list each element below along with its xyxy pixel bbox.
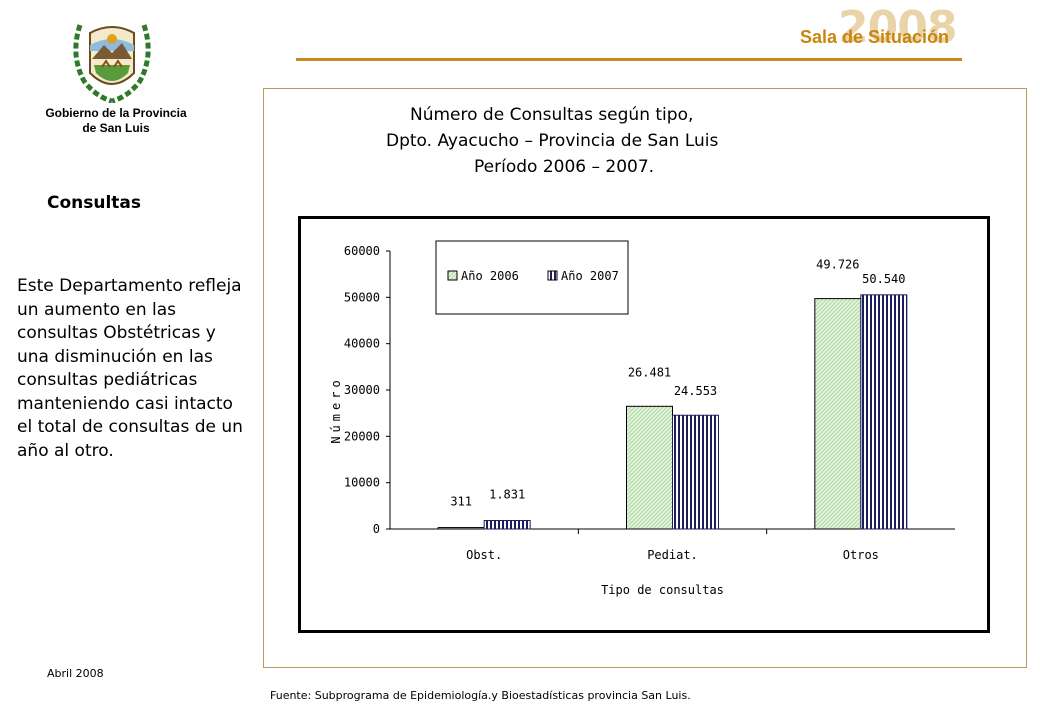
x-axis-title: Tipo de consultas (601, 583, 724, 597)
legend-label-2007: Año 2007 (561, 269, 619, 283)
chart-panel (263, 88, 1027, 668)
bar-2006-pediat (626, 405, 673, 530)
legend-swatch-2007 (547, 270, 558, 281)
government-name-line1: Gobierno de la Provincia (45, 106, 187, 120)
bar-2007-obst (483, 520, 531, 530)
bar-2006-obst (437, 527, 485, 530)
data-label: 311 (450, 495, 472, 509)
bar-chart: 0 10000 20000 30000 40000 50000 60000 Obst. Pedi… (329, 240, 955, 597)
bar-2007-pediat (672, 414, 719, 530)
government-name-line2: de San Luis (82, 121, 150, 135)
x-tick-label: Obst. (466, 548, 502, 562)
brand-title: Sala de Situación (800, 27, 950, 47)
data-label: 24.553 (674, 384, 717, 398)
data-label: 1.831 (489, 488, 525, 502)
brand-year: 2008 (838, 2, 957, 53)
bar-2007-otros (860, 294, 908, 530)
section-title: Consultas (47, 193, 142, 213)
y-tick-label: 60000 (344, 244, 380, 258)
y-axis-title: Número (329, 376, 343, 443)
y-tick-label: 40000 (344, 337, 380, 351)
y-tick-label: 0 (373, 522, 380, 536)
y-tick-label: 30000 (344, 383, 380, 397)
data-label: 49.726 (816, 258, 859, 272)
legend-swatch-2006 (447, 270, 458, 281)
data-label: 50.540 (862, 272, 905, 286)
y-tick-label: 20000 (344, 429, 380, 443)
data-label: 26.481 (628, 365, 671, 379)
x-tick-label: Pediat. (647, 548, 698, 562)
legend-label-2006: Año 2006 (461, 269, 519, 283)
chart-title-line1: Número de Consultas según tipo, (410, 105, 694, 125)
legend-box (435, 240, 629, 315)
y-tick-label: 50000 (344, 290, 380, 304)
bar-2006-otros (814, 298, 862, 530)
chart-title-line2: Dpto. Ayacucho – Provincia de San Luis (386, 131, 719, 151)
y-tick-label: 10000 (344, 476, 380, 490)
x-tick-label: Otros (843, 548, 879, 562)
footer-source: Fuente: Subprograma de Epidemiología.y B… (270, 689, 691, 702)
header-rule (296, 58, 962, 61)
provincial-seal-logo (73, 24, 151, 103)
chart-title-line3: Período 2006 – 2007. (474, 157, 655, 177)
section-description: Este Departamento refleja un aumento en … (17, 276, 243, 461)
footer-date: Abril 2008 (47, 667, 104, 680)
